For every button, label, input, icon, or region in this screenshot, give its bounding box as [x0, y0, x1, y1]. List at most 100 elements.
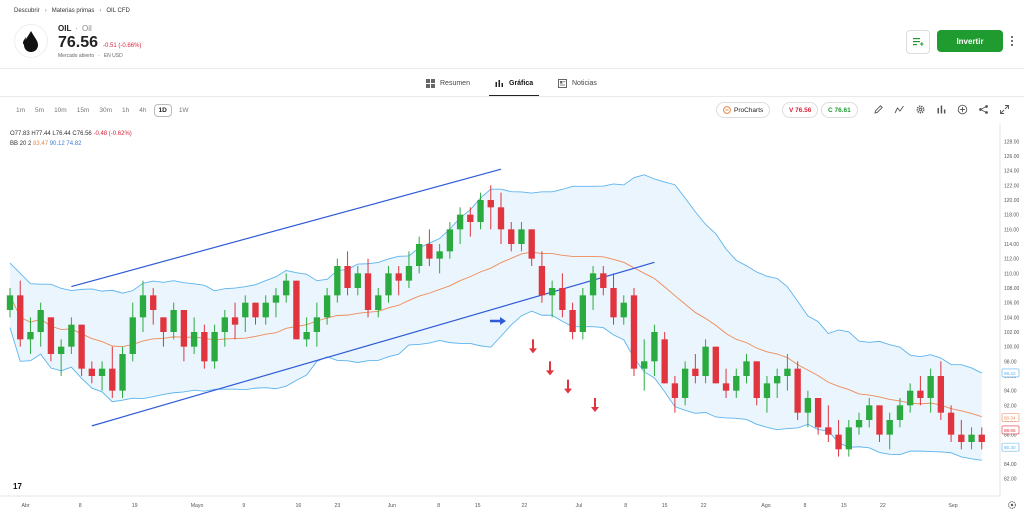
candle-body — [426, 244, 433, 259]
timeframe-10m[interactable]: 10m — [54, 107, 67, 114]
chart-type-button[interactable] — [935, 103, 947, 115]
candle-body — [211, 332, 218, 362]
x-tick-label: Jul — [576, 503, 583, 509]
candle-body — [405, 266, 413, 281]
timeframe-1h[interactable]: 1h — [122, 107, 130, 114]
candle-body — [579, 295, 587, 332]
tab-summary[interactable]: Resumen — [426, 70, 470, 96]
y-tick-label: 100.00 — [1004, 345, 1020, 351]
header-divider — [0, 68, 1024, 69]
invest-button[interactable]: Invertir — [937, 30, 1003, 52]
tab-chart-label: Gráfica — [509, 79, 534, 87]
oil-drop-icon — [23, 31, 38, 52]
grid-icon — [426, 78, 435, 88]
candles — [6, 185, 985, 457]
asset-name: Oil — [82, 24, 92, 33]
timeframe-1d[interactable]: 1D — [153, 104, 172, 117]
price-label-box — [1001, 413, 1020, 422]
draw-tool-button[interactable] — [872, 103, 884, 115]
candle-body — [508, 229, 515, 244]
y-axis: 128.00 126.00 124.00 122.00 120.00 118.00 116.… — [999, 124, 1020, 496]
timeframe-1w[interactable]: 1W — [178, 107, 189, 114]
candle-body — [415, 244, 423, 266]
breadcrumb-discover[interactable]: Descubrir — [14, 8, 40, 14]
fullscreen-button[interactable] — [998, 103, 1010, 115]
y-tick-label: 126.00 — [1004, 154, 1020, 160]
channel-upper-trendline[interactable] — [71, 168, 502, 288]
asset-symbol: OIL — [58, 24, 72, 33]
axis-settings-icon[interactable] — [1008, 501, 1016, 509]
candle-body — [88, 368, 96, 376]
candle-body — [160, 317, 167, 332]
timeframe-4h[interactable]: 4h — [139, 107, 147, 114]
candle-body — [190, 332, 198, 347]
bb-fill — [10, 174, 982, 461]
candle-body — [242, 302, 249, 318]
candle-body — [262, 302, 269, 318]
candle-body — [733, 376, 740, 391]
candle-body — [743, 361, 750, 376]
y-tick-label: 94.00 — [1004, 389, 1017, 395]
candle-body — [651, 332, 658, 362]
indicators-icon — [894, 105, 904, 113]
ohlc-high: H77.44 — [31, 131, 51, 137]
candle-body — [968, 434, 975, 442]
x-tick-label: 8 — [804, 503, 807, 509]
x-tick-label: Sep — [948, 503, 957, 509]
more-options-icon[interactable] — [1008, 32, 1016, 50]
candle-body — [364, 273, 372, 310]
candle-body — [978, 434, 985, 442]
procharts-button[interactable]: ProCharts — [716, 102, 771, 118]
candle-body — [313, 317, 321, 332]
y-tick-label: 92.00 — [1004, 403, 1017, 409]
share-button[interactable] — [977, 103, 989, 115]
bb-label: BB 20 2 — [10, 141, 32, 147]
candle-body — [630, 295, 638, 369]
settings-button[interactable] — [914, 103, 926, 115]
asset-dot: · — [75, 24, 79, 33]
candle-body — [201, 332, 208, 362]
candle-body — [753, 361, 760, 398]
price-label-box — [1001, 442, 1020, 452]
tab-news-label: Noticias — [572, 79, 597, 87]
x-tick-label: 15 — [662, 503, 668, 509]
market-status: Mercado abierto — [58, 53, 95, 59]
x-tick-label: 15 — [475, 503, 481, 509]
candle-body — [855, 420, 863, 428]
candle-body — [763, 383, 771, 398]
price-label: 86.30 — [1004, 445, 1016, 450]
candle-body — [825, 427, 832, 435]
candle-body — [794, 368, 801, 413]
bar-chart-icon — [937, 105, 945, 113]
bollinger-bands — [9, 174, 982, 461]
y-tick-label: 110.00 — [1004, 271, 1019, 277]
y-tick-label: 120.00 — [1004, 198, 1020, 204]
timeframe-15m[interactable]: 15m — [76, 107, 90, 114]
candle-body — [477, 200, 484, 222]
watchlist-button[interactable] — [906, 30, 930, 54]
indicators-button[interactable] — [893, 103, 905, 115]
arrow-down-icon — [564, 379, 572, 394]
tab-news[interactable]: Noticias — [558, 70, 597, 96]
timeframe-30m[interactable]: 30m — [99, 107, 113, 114]
candle-body — [886, 420, 893, 435]
price-label-box — [1001, 425, 1020, 435]
tab-chart[interactable]: Gráfica — [488, 70, 540, 97]
add-compare-button[interactable] — [956, 103, 968, 115]
candle-body — [692, 368, 699, 376]
buy-button[interactable]: C 76.61 — [821, 102, 858, 118]
breadcrumb-commodities[interactable]: Materias primas — [51, 8, 95, 14]
candle-body — [150, 295, 157, 310]
ohlc-close: C76.56 — [72, 131, 92, 137]
bb-upper-value: 90.12 — [49, 141, 65, 147]
timeframe-5m[interactable]: 5m — [35, 107, 45, 114]
x-tick-label: 16 — [295, 503, 301, 509]
candle-body — [671, 383, 679, 398]
candle-body — [487, 200, 494, 208]
price-chart[interactable]: 128.00 126.00 124.00 122.00 120.00 118.00 116.… — [0, 124, 1024, 513]
y-tick-label: 112.00 — [1004, 257, 1019, 263]
timeframe-1m[interactable]: 1m — [16, 107, 26, 114]
arrow-right-icon — [490, 317, 506, 325]
candle-body — [334, 266, 341, 296]
sell-button[interactable]: V 76.56 — [782, 102, 819, 118]
